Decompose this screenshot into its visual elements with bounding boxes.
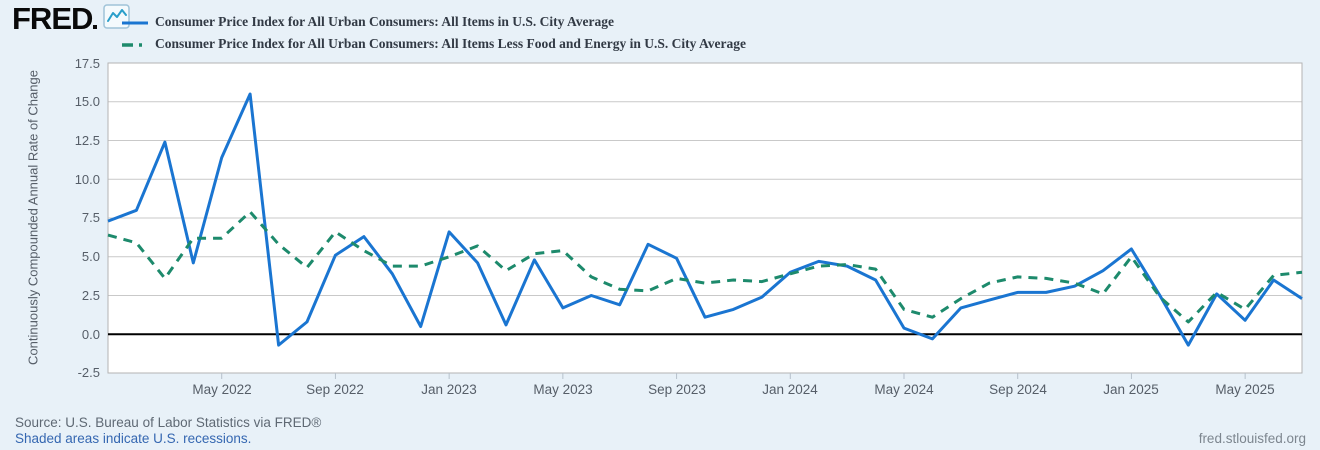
source-attribution: Source: U.S. Bureau of Labor Statistics … — [15, 415, 322, 430]
fred-site-url: fred.stlouisfed.org — [1198, 431, 1306, 446]
x-axis-tick-label: Jan 2023 — [421, 382, 477, 397]
legend-item-core[interactable]: Consumer Price Index for All Urban Consu… — [122, 33, 746, 55]
y-axis-tick-label: 17.5 — [74, 56, 100, 71]
x-axis-tick-label: Jan 2024 — [762, 382, 818, 397]
x-axis-tick-label: Sep 2023 — [648, 382, 706, 397]
x-axis-tick-label: May 2025 — [1215, 382, 1275, 397]
legend-item-all-items[interactable]: Consumer Price Index for All Urban Consu… — [122, 11, 746, 33]
y-axis-tick-label: 15.0 — [74, 94, 100, 109]
x-axis-tick-label: Sep 2024 — [989, 382, 1047, 397]
recessions-link[interactable]: Shaded areas indicate U.S. recessions. — [15, 431, 252, 446]
y-axis-tick-label: 2.5 — [81, 288, 100, 303]
fred-logo-dot — [93, 25, 98, 29]
legend: Consumer Price Index for All Urban Consu… — [122, 11, 746, 55]
x-axis-tick-label: May 2023 — [533, 382, 593, 397]
fred-logo-text: FRED — [12, 1, 93, 36]
chart-header: FRED Consumer Price Index for All Urban … — [0, 0, 1320, 56]
x-axis-tick-label: May 2024 — [874, 382, 934, 397]
y-axis-tick-label: 5.0 — [81, 249, 100, 264]
fred-logo[interactable]: FRED — [12, 1, 131, 36]
y-axis-tick-label: 7.5 — [81, 210, 100, 225]
legend-label[interactable]: Consumer Price Index for All Urban Consu… — [155, 14, 614, 29]
y-axis-tick-label: 10.0 — [74, 172, 100, 187]
x-axis-tick-label: May 2022 — [192, 382, 252, 397]
x-axis-tick-label: Sep 2022 — [306, 382, 364, 397]
legend-label[interactable]: Consumer Price Index for All Urban Consu… — [155, 36, 747, 51]
y-axis-tick-label: -2.5 — [77, 365, 100, 380]
y-axis-tick-label: 12.5 — [74, 133, 100, 148]
legend-swatch-dashed-line — [122, 35, 148, 53]
x-axis-tick-label: Jan 2025 — [1103, 382, 1159, 397]
y-axis-tick-label: 0.0 — [81, 327, 100, 342]
legend-swatch-solid-line — [122, 13, 148, 31]
